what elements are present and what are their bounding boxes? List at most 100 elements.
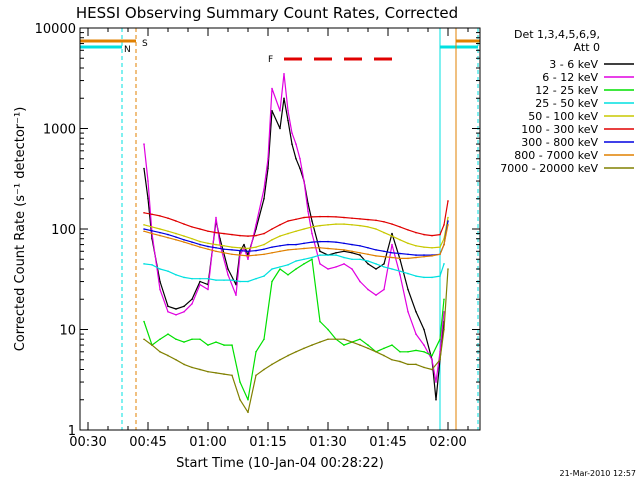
data-point (207, 248, 209, 250)
data-point (383, 220, 385, 223)
data-point (351, 341, 353, 343)
data-point (199, 243, 201, 246)
data-point (367, 260, 369, 262)
data-point (151, 232, 153, 235)
data-point (295, 243, 297, 246)
data-point (383, 354, 385, 357)
data-point (327, 215, 329, 218)
data-point (167, 270, 169, 273)
data-point (239, 280, 241, 283)
data-point (319, 341, 321, 343)
data-point (327, 254, 329, 256)
series-7000-20000-kev (143, 268, 449, 414)
data-point (415, 256, 417, 259)
data-point (367, 226, 369, 228)
data-point (295, 218, 297, 221)
data-point (239, 398, 241, 401)
data-point (223, 232, 225, 235)
data-point (407, 363, 409, 366)
data-point (311, 256, 313, 259)
data-point (175, 232, 177, 235)
data-point (327, 247, 329, 250)
data-point (295, 230, 297, 233)
data-point (415, 275, 417, 277)
data-point (375, 263, 377, 265)
data-point (215, 279, 217, 281)
data-point (207, 230, 209, 233)
data-point (279, 245, 281, 247)
data-point (367, 253, 369, 256)
data-point (407, 229, 409, 231)
data-point (431, 368, 433, 371)
data-point (423, 233, 425, 236)
data-point (175, 338, 177, 341)
data-point (447, 224, 449, 226)
data-point (343, 263, 345, 265)
data-point (223, 279, 225, 281)
data-point (303, 258, 305, 261)
data-point (335, 254, 337, 256)
data-point (287, 264, 289, 266)
data-point (255, 374, 257, 377)
data-point (239, 247, 241, 249)
data-point (279, 358, 281, 361)
data-point (311, 258, 313, 261)
legend-label: 7000 - 20000 keV (500, 162, 598, 175)
data-point (159, 280, 161, 283)
data-point (255, 350, 257, 353)
data-point (383, 288, 385, 291)
legend-header: Det 1,3,4,5,6,9, (514, 28, 600, 41)
data-point (247, 255, 249, 257)
data-point (159, 350, 161, 353)
series-100-300-kev (143, 200, 449, 237)
data-point (443, 298, 445, 301)
data-point (359, 245, 361, 247)
data-point (287, 249, 289, 251)
data-point (351, 268, 353, 270)
data-point (255, 224, 257, 226)
data-point (299, 157, 301, 160)
data-point (263, 197, 265, 200)
data-point (183, 235, 185, 237)
data-point (231, 233, 233, 236)
data-point (351, 224, 353, 226)
data-point (431, 276, 433, 279)
data-point (199, 246, 201, 248)
data-point (287, 243, 289, 246)
data-point (319, 250, 321, 253)
series-800-7000-kev (143, 224, 449, 260)
data-point (151, 264, 153, 266)
data-point (159, 228, 161, 230)
data-point (191, 338, 193, 341)
y-tick-label: 10000 (35, 22, 76, 37)
data-point (287, 110, 289, 112)
series-line (143, 220, 449, 256)
data-point (423, 366, 425, 369)
data-point (255, 277, 257, 280)
data-point (295, 248, 297, 250)
data-point (423, 350, 425, 353)
data-point (399, 239, 401, 241)
data-point (207, 370, 209, 373)
data-point (159, 231, 161, 234)
data-point (303, 242, 305, 245)
data-point (143, 230, 145, 233)
data-point (143, 228, 145, 230)
data-point (151, 344, 153, 346)
x-axis-label: Start Time (10-Jan-04 00:28:22) (176, 456, 384, 471)
data-point (215, 247, 217, 249)
data-point (439, 275, 441, 277)
data-point (263, 368, 265, 371)
data-point (415, 333, 417, 335)
legend-label: 6 - 12 keV (542, 71, 598, 84)
data-point (223, 251, 225, 254)
series-line (143, 254, 445, 283)
data-point (311, 247, 313, 249)
data-point (351, 258, 353, 261)
data-point (255, 234, 257, 237)
data-point (291, 132, 293, 134)
data-point (391, 243, 393, 246)
data-point (327, 240, 329, 243)
data-point (303, 263, 305, 265)
data-point (159, 288, 161, 291)
